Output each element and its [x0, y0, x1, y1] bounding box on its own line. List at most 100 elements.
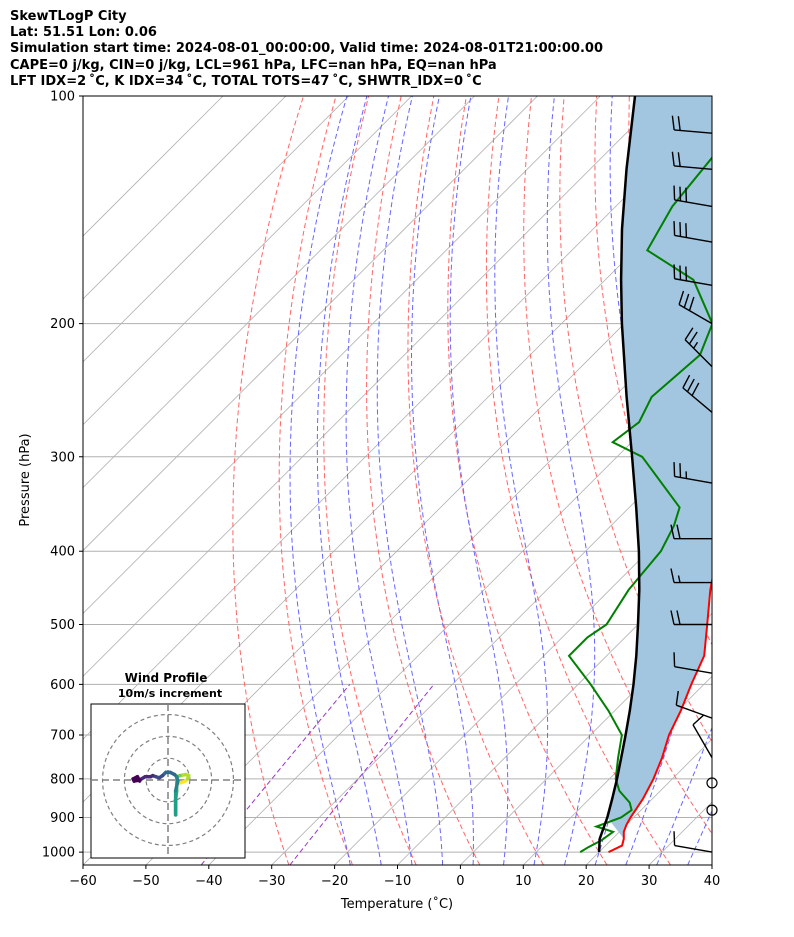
moist-adiabat-line — [289, 96, 351, 865]
moist-adiabat-line — [316, 96, 382, 865]
barb-feather — [679, 186, 682, 201]
hodograph-segment — [135, 774, 142, 783]
barb-feather — [685, 187, 688, 203]
barb-staff — [682, 387, 713, 413]
moist-adiabat-line — [345, 96, 413, 865]
barb-feather — [679, 222, 682, 237]
barb-staff — [674, 475, 713, 484]
y-tick-label: 100 — [50, 90, 75, 105]
barb-feather — [675, 690, 679, 706]
wind-barb — [670, 568, 712, 584]
temperature-profile-line — [608, 575, 712, 853]
barb-feather — [678, 290, 685, 305]
y-tick-label: 600 — [50, 678, 75, 693]
barb-feather — [679, 265, 682, 280]
y-tick-label: 900 — [50, 811, 75, 826]
isotherm-line — [83, 96, 412, 426]
barb-staff — [692, 724, 713, 759]
barb-feather — [677, 152, 681, 167]
wind-barb — [673, 185, 713, 208]
isotherm-line — [145, 298, 712, 865]
y-tick-label: 300 — [50, 450, 75, 465]
y-axis-label: Pressure (hPa) — [18, 433, 33, 526]
calm-wind-circle — [706, 777, 718, 789]
barb-feather — [684, 327, 694, 341]
wind-barb — [706, 777, 718, 789]
location-line: Lat: 51.51 Lon: 0.06 — [10, 25, 157, 41]
x-tick-label: 0 — [456, 874, 464, 889]
barb-feather — [673, 185, 676, 200]
barb-staff — [674, 165, 713, 170]
dry-adiabat-line — [727, 96, 794, 865]
x-tick-label: 20 — [578, 874, 595, 889]
wind-barb — [684, 327, 713, 368]
barb-feather — [682, 374, 691, 389]
barb-feather — [673, 462, 676, 477]
barb-staff — [678, 304, 713, 325]
moist-adiabat-line — [546, 96, 596, 865]
dry-adiabat-line — [523, 96, 712, 835]
barb-feather — [670, 524, 675, 539]
barb-feather — [673, 831, 676, 846]
barb-feather — [670, 568, 675, 583]
barb-staff — [674, 129, 713, 134]
hodograph-title: Wind Profile — [125, 671, 208, 685]
moist-adiabat-line — [656, 726, 712, 865]
wind-barbs — [670, 115, 718, 853]
dry-adiabat-line — [407, 96, 544, 865]
hodograph-inset: Wind Profile 10m/s increment — [90, 671, 246, 859]
profile-series — [567, 96, 712, 853]
barb-feather — [671, 151, 675, 167]
barb-feather — [688, 331, 698, 345]
mixing-ratio-line — [289, 684, 435, 865]
cape-shaded-area — [607, 96, 712, 839]
isotherm-line — [83, 96, 475, 489]
chart-title: SkewTLogP City — [10, 9, 127, 24]
isotherm-line — [83, 96, 224, 237]
moist-adiabat-line — [410, 96, 474, 865]
x-tick-label: −40 — [195, 874, 222, 889]
isotherm-line — [271, 424, 712, 865]
barb-half-feather — [693, 341, 699, 349]
wind-barb — [670, 524, 712, 540]
dry-adiabat-line — [323, 96, 417, 865]
moist-adiabat-line — [449, 96, 509, 865]
time-line: Simulation start time: 2024-08-01_00:00:… — [10, 41, 603, 57]
moist-adiabat-line — [494, 96, 549, 865]
barb-feather — [685, 266, 688, 281]
wind-barb — [706, 804, 718, 816]
mixing-ratio-line — [200, 684, 351, 865]
dry-adiabat-line — [232, 96, 304, 865]
wind-barb — [673, 462, 713, 484]
axis-ticks: −60 −50 −40 −30 −20 −10 0 10 20 30 40 100 200 300 400 5… — [42, 90, 720, 890]
barb-feather — [692, 714, 705, 726]
wind-barb — [673, 264, 713, 287]
y-tick-label: 800 — [50, 772, 75, 787]
y-tick-label: 200 — [50, 317, 75, 332]
barb-feather — [673, 264, 676, 279]
dry-adiabat-line — [366, 96, 481, 865]
wind-barb — [682, 374, 713, 413]
hodograph-ring — [145, 757, 191, 803]
barb-half-feather — [677, 575, 681, 583]
y-tick-label: 1000 — [42, 846, 75, 861]
x-tick-label: 40 — [704, 874, 721, 889]
wind-barb — [692, 714, 713, 759]
y-tick-label: 500 — [50, 618, 75, 633]
barb-staff — [674, 234, 713, 243]
barb-staff — [674, 199, 713, 208]
hodograph-subtitle: 10m/s increment — [118, 687, 222, 700]
barb-feather — [686, 378, 695, 393]
wind-barb — [678, 290, 713, 325]
x-tick-label: −20 — [321, 874, 348, 889]
chart-title-block: SkewTLogP City Lat: 51.51 Lon: 0.06 Simu… — [10, 9, 780, 90]
barb-feather — [673, 221, 676, 236]
wind-barb — [671, 115, 713, 134]
y-tick-label: 700 — [50, 728, 75, 743]
isotherm-line — [334, 487, 712, 865]
barb-staff — [684, 339, 713, 368]
isotherm-line — [83, 96, 287, 300]
barb-feather — [688, 296, 695, 311]
barb-feather — [683, 293, 690, 308]
